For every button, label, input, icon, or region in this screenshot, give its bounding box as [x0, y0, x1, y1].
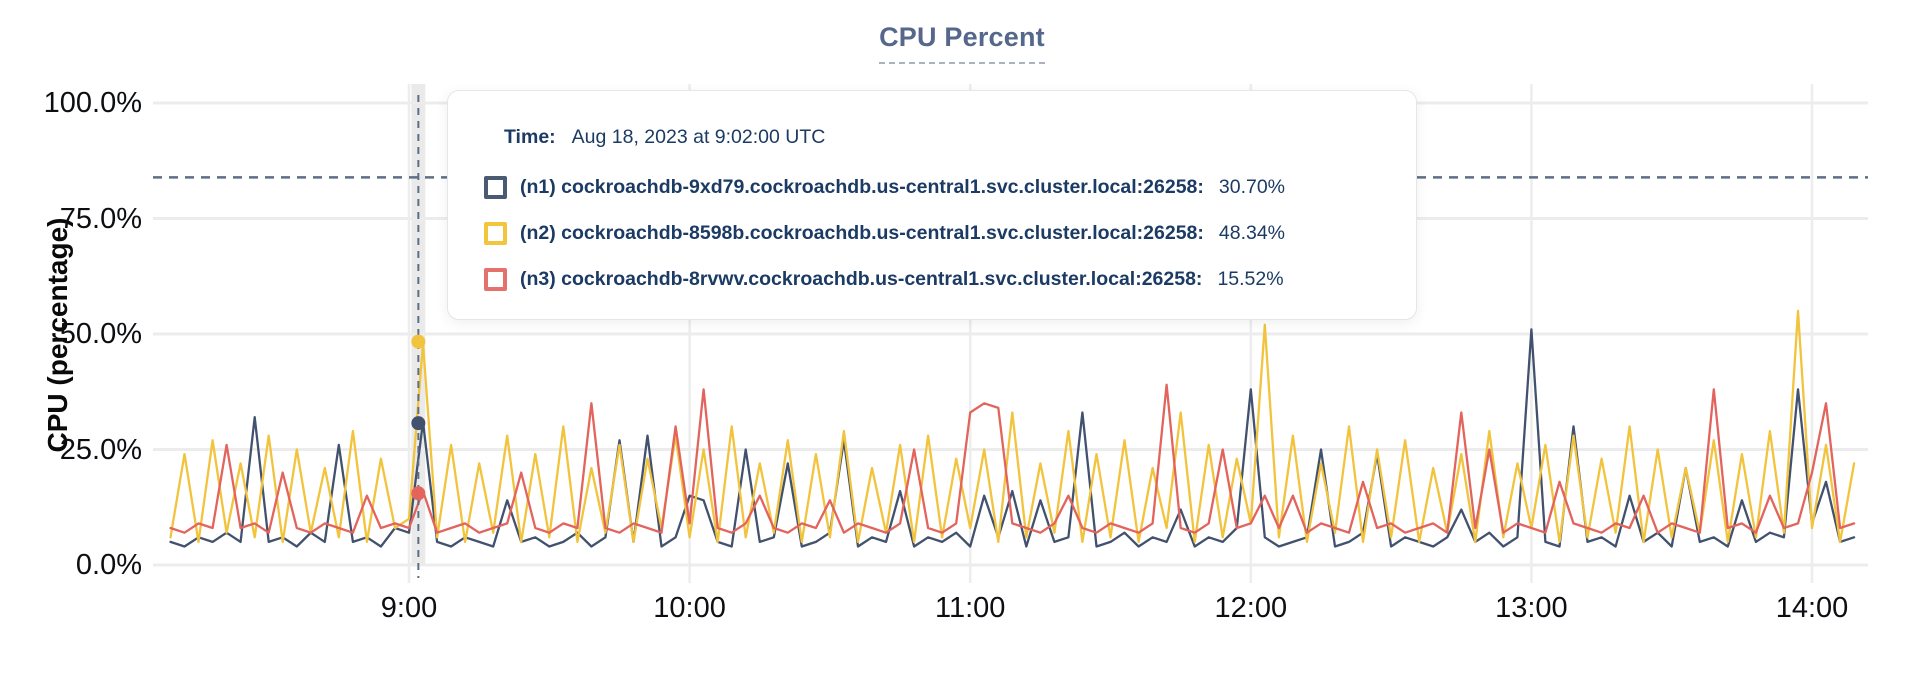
x-tick-label: 13:00 — [1495, 592, 1568, 624]
tooltip-time-row: Time: Aug 18, 2023 at 9:02:00 UTC — [504, 126, 825, 149]
series-label: (n2) cockroachdb-8598b.cockroachdb.us-ce… — [520, 221, 1204, 244]
y-tick-label: 50.0% — [59, 318, 142, 350]
hover-tooltip: Time: Aug 18, 2023 at 9:02:00 UTC (n1) c… — [447, 90, 1417, 320]
series-label: (n1) cockroachdb-9xd79.cockroachdb.us-ce… — [520, 175, 1204, 198]
tooltip-series-row-n1: (n1) cockroachdb-9xd79.cockroachdb.us-ce… — [484, 174, 1285, 200]
series-line-n1 — [169, 328, 1856, 548]
x-tick-label: 14:00 — [1775, 592, 1849, 624]
series-label: (n3) cockroachdb-8rvwv.cockroachdb.us-ce… — [520, 267, 1203, 290]
tooltip-series-row-n2: (n2) cockroachdb-8598b.cockroachdb.us-ce… — [484, 220, 1285, 246]
series-value: 30.70% — [1218, 175, 1286, 198]
chart-title-wrap: CPU Percent — [0, 22, 1924, 64]
series-marker — [484, 221, 507, 245]
series-marker — [484, 175, 507, 199]
hover-dot-n2 — [411, 334, 426, 349]
hover-dot-n3 — [411, 486, 426, 501]
y-tick-label: 100.0% — [43, 87, 142, 119]
y-tick-label: 75.0% — [59, 202, 142, 235]
hover-dot-n1 — [411, 416, 426, 431]
y-tick-label: 25.0% — [59, 433, 142, 466]
series-line-n3 — [169, 383, 1856, 534]
x-tick-label: 9:00 — [380, 592, 438, 624]
x-tick-label: 12:00 — [1214, 592, 1288, 624]
x-tick-label: 10:00 — [653, 592, 726, 624]
series-value: 48.34% — [1218, 221, 1286, 244]
series-marker — [484, 267, 507, 291]
chart-title[interactable]: CPU Percent — [879, 22, 1045, 64]
tooltip-time-label: Time: — [504, 126, 556, 148]
y-tick-label: 0.0% — [75, 549, 142, 581]
x-tick-label: 11:00 — [934, 592, 1006, 624]
series-line-n2 — [169, 309, 1856, 544]
series-value: 15.52% — [1217, 267, 1284, 290]
tooltip-time-value: Aug 18, 2023 at 9:02:00 UTC — [571, 126, 826, 148]
tooltip-series-row-n3: (n3) cockroachdb-8rvwv.cockroachdb.us-ce… — [484, 266, 1284, 292]
